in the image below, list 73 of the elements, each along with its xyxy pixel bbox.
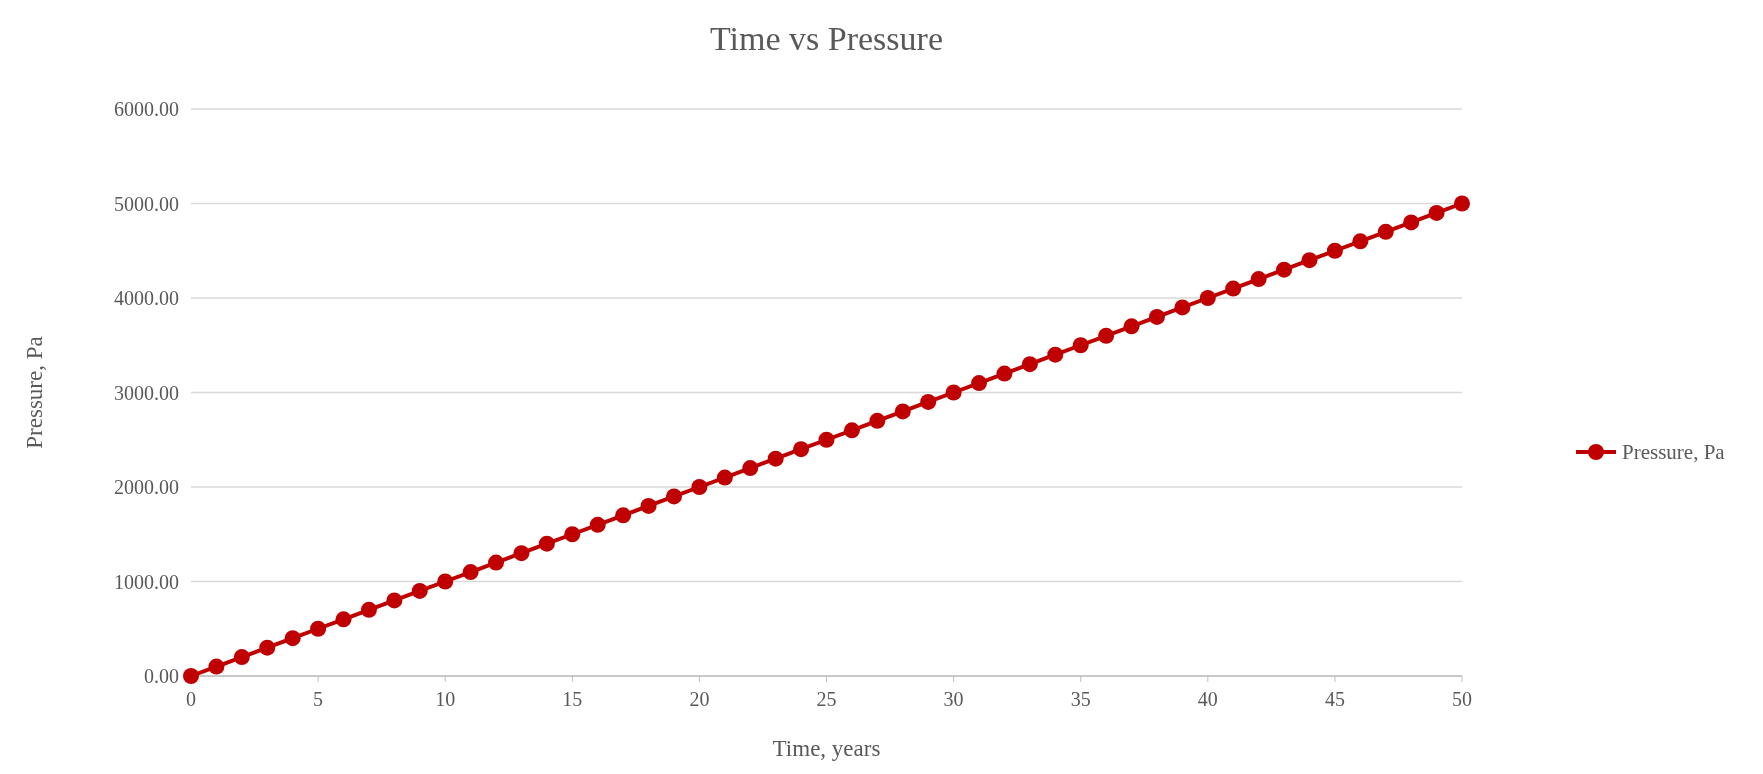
y-tick-label: 0.00 xyxy=(144,665,179,687)
point xyxy=(437,573,454,590)
point xyxy=(1403,214,1420,231)
point xyxy=(945,384,962,401)
point xyxy=(1377,223,1394,240)
point xyxy=(1352,233,1369,250)
point xyxy=(894,403,911,420)
x-tick-label: 10 xyxy=(435,688,456,710)
point xyxy=(1174,299,1191,316)
x-tick-label: 5 xyxy=(313,688,324,710)
point xyxy=(1047,346,1064,363)
y-tick-label: 5000.00 xyxy=(114,192,179,215)
point xyxy=(411,582,428,599)
point xyxy=(1123,318,1140,335)
point xyxy=(462,564,479,581)
point xyxy=(843,422,860,439)
point xyxy=(1072,337,1089,354)
point xyxy=(615,507,632,524)
point xyxy=(793,441,810,458)
point xyxy=(640,497,657,514)
x-tick-label: 20 xyxy=(689,688,710,710)
y-tick-label: 1000.00 xyxy=(114,570,179,593)
y-tick-label: 3000.00 xyxy=(114,381,179,404)
point xyxy=(386,592,403,609)
point xyxy=(335,611,352,628)
point xyxy=(183,668,199,684)
legend-label: Pressure, Pa xyxy=(1622,440,1726,465)
point xyxy=(1301,252,1318,269)
point xyxy=(513,545,530,562)
point xyxy=(1276,261,1293,278)
x-axis-title: Time, years xyxy=(772,736,881,761)
point xyxy=(665,488,682,505)
point xyxy=(1225,280,1242,297)
point xyxy=(920,393,937,410)
x-tick-label: 40 xyxy=(1197,688,1218,710)
point xyxy=(716,469,733,486)
point xyxy=(208,658,225,675)
point xyxy=(1454,195,1470,212)
point xyxy=(869,412,886,429)
point xyxy=(818,431,835,448)
point xyxy=(1326,242,1343,259)
x-tick-label: 15 xyxy=(562,688,583,710)
point xyxy=(564,526,581,543)
y-axis-title: Pressure, Pa xyxy=(22,336,47,449)
point xyxy=(488,554,505,571)
x-tick-label: 30 xyxy=(943,688,964,710)
point xyxy=(996,365,1013,382)
point xyxy=(1148,308,1165,325)
point xyxy=(1250,271,1267,288)
x-tick-label: 0 xyxy=(186,688,196,710)
point xyxy=(767,450,784,467)
x-tick-label: 45 xyxy=(1324,688,1345,710)
chart-title: Time vs Pressure xyxy=(710,20,943,57)
y-tick-label: 6000.00 xyxy=(114,98,179,120)
x-tick-label: 50 xyxy=(1452,688,1472,710)
point xyxy=(691,479,708,495)
point xyxy=(259,639,276,656)
point xyxy=(1098,327,1115,344)
point xyxy=(538,535,555,552)
point xyxy=(742,460,759,477)
point xyxy=(310,620,327,637)
x-tick-label: 25 xyxy=(816,688,837,710)
point xyxy=(360,601,377,618)
point xyxy=(589,516,606,533)
point xyxy=(233,649,250,666)
point xyxy=(1199,290,1216,306)
point xyxy=(971,375,988,392)
point xyxy=(1428,204,1445,221)
y-tick-label: 2000.00 xyxy=(114,476,179,498)
point xyxy=(284,630,301,647)
y-tick-label: 4000.00 xyxy=(114,287,179,309)
point xyxy=(1021,356,1038,373)
x-tick-label: 35 xyxy=(1070,688,1091,710)
